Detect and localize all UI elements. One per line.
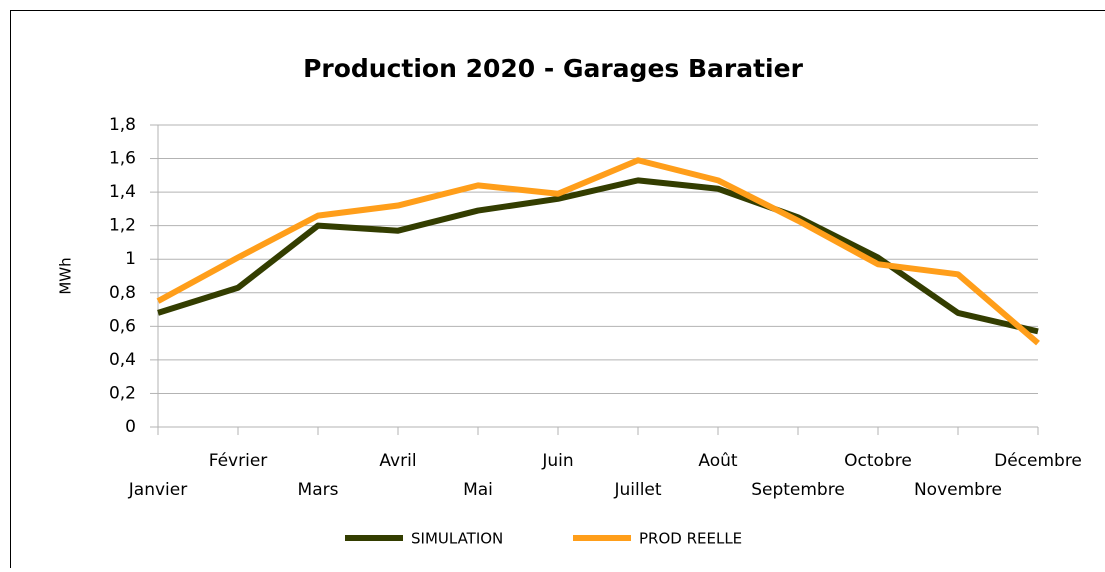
y-tick-label: 0 <box>125 417 136 437</box>
x-tick-label: Janvier <box>128 480 187 500</box>
y-tick-label: 1,4 <box>109 182 136 202</box>
y-tick-label: 1,2 <box>109 216 136 236</box>
x-tick-label: Mai <box>463 480 493 500</box>
legend-label: PROD REELLE <box>639 530 742 548</box>
x-tick-label: Février <box>209 451 268 471</box>
y-tick-label: 1,8 <box>109 115 136 135</box>
y-tick-label: 1 <box>125 249 136 269</box>
x-tick-label: Mars <box>298 480 339 500</box>
y-tick-label: 0,6 <box>109 316 136 336</box>
x-tick-label: Novembre <box>914 480 1002 500</box>
x-tick-label: Juillet <box>613 480 661 500</box>
chart-title: Production 2020 - Garages Baratier <box>303 54 804 83</box>
x-tick-label: Avril <box>379 451 416 471</box>
x-tick-label: Août <box>698 451 738 471</box>
y-tick-label: 0,2 <box>109 383 136 403</box>
x-tick-label: Décembre <box>994 451 1082 471</box>
x-tick-label: Septembre <box>751 480 845 500</box>
legend-label: SIMULATION <box>411 530 503 548</box>
y-tick-label: 0,4 <box>109 350 136 370</box>
y-axis-label: MWh <box>57 257 75 294</box>
y-tick-label: 0,8 <box>109 283 136 303</box>
y-tick-label: 1,6 <box>109 149 136 169</box>
x-tick-label: Octobre <box>844 451 912 471</box>
x-tick-label: Juin <box>541 451 573 471</box>
